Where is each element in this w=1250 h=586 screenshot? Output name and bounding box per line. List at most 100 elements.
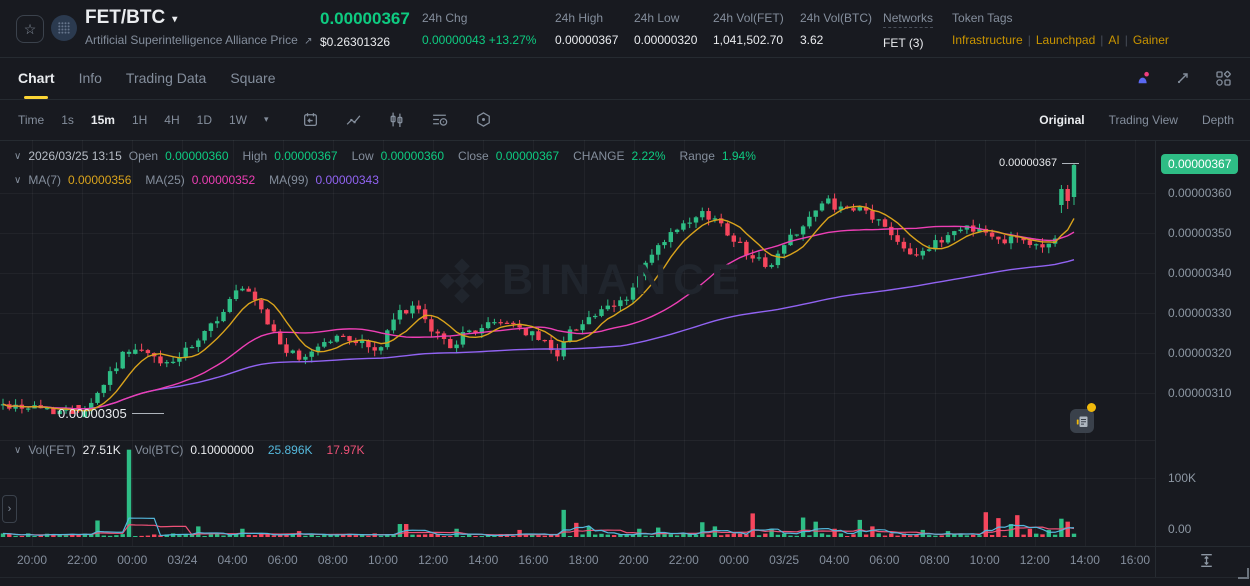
interval-1s[interactable]: 1s <box>61 112 74 127</box>
time-axis-label: 16:00 <box>518 553 549 567</box>
time-axis-label: 08:00 <box>317 553 348 567</box>
tab-square[interactable]: Square <box>230 70 276 86</box>
price-block: 0.00000367 $0.26301326 <box>320 9 410 49</box>
time-axis-label: 18:00 <box>568 553 599 567</box>
favorite-button[interactable]: ☆ <box>16 15 44 43</box>
price-axis-tick: 0.00000330 <box>1168 306 1232 320</box>
event-note-icon[interactable] <box>1070 409 1094 433</box>
vol-btc-value: 0.10000000 <box>190 443 254 457</box>
interval-15m[interactable]: 15m <box>90 112 115 127</box>
chart-style-icon[interactable] <box>345 111 362 128</box>
interval-1w[interactable]: 1W <box>228 112 247 127</box>
collapse-chevron-icon[interactable]: ∨ <box>14 174 22 186</box>
session-high-annotation: 0.00000367 <box>999 157 1080 169</box>
ohlc-range: 1.94% <box>721 149 756 163</box>
tag-launchpad[interactable]: Launchpad <box>1035 33 1096 47</box>
axis-fit-icon[interactable] <box>1197 551 1216 575</box>
time-axis-label: 06:00 <box>267 553 298 567</box>
collapse-chevron-icon[interactable]: ∨ <box>14 150 22 162</box>
current-price-badge: 0.00000367 <box>1161 154 1239 174</box>
time-axis-label: 14:00 <box>1069 553 1100 567</box>
indicator-settings-icon[interactable] <box>431 111 449 128</box>
price-axis-tick: 0.00000350 <box>1168 226 1232 240</box>
pair-subtitle: Artificial Superintelligence Alliance Pr… <box>85 33 298 47</box>
time-axis-label: 03/25 <box>769 553 800 567</box>
ma99-value: 0.00000343 <box>315 173 379 187</box>
tab-trading-data[interactable]: Trading Data <box>125 70 207 86</box>
ohlc-legend: ∨ 2026/03/25 13:15 Open 0.00000360 High 0.… <box>14 149 756 163</box>
corner-resize-icon[interactable] <box>1238 568 1249 579</box>
tag-infrastructure[interactable]: Infrastructure <box>952 33 1023 47</box>
volume-legend: ∨ Vol(FET) 27.51K Vol(BTC) 0.10000000 25.8… <box>14 443 365 457</box>
pair-title-block: FET/BTC ▾ Artificial Superintelligence A… <box>85 7 313 47</box>
jump-to-date-icon[interactable] <box>302 111 319 128</box>
main-tabs: Chart Info Trading Data Square <box>0 57 1250 100</box>
price-axis-tick: 0.00000320 <box>1168 346 1232 360</box>
stat-networks: Networks FET (3) <box>883 11 941 50</box>
interval-time-label[interactable]: Time <box>18 112 45 127</box>
vol-ma-blue-value: 25.896K <box>267 443 313 457</box>
vol-ma-red-value: 17.97K <box>326 443 365 457</box>
time-axis-label: 03/24 <box>167 553 198 567</box>
candlestick-canvas[interactable] <box>0 140 1155 546</box>
pair-selector[interactable]: FET/BTC ▾ <box>85 7 313 29</box>
networks-value: FET (3) <box>883 36 924 50</box>
volume-axis-min: 0.00 <box>1168 522 1192 536</box>
time-axis-label: 04:00 <box>819 553 850 567</box>
view-switch: Original Trading View Depth <box>1039 99 1234 140</box>
token-logo-icon[interactable] <box>51 15 77 41</box>
pair-subtitle-link[interactable]: Artificial Superintelligence Alliance Pr… <box>85 33 313 47</box>
view-depth[interactable]: Depth <box>1201 112 1234 127</box>
price-axis[interactable]: 0.00000367 0.00000360 0.00000350 0.0000034… <box>1155 140 1250 546</box>
price-axis-tick: 0.00000360 <box>1168 186 1232 200</box>
compare-candles-icon[interactable] <box>388 111 405 128</box>
token-grid-icon <box>58 22 70 34</box>
time-axis-label: 12:00 <box>1019 553 1050 567</box>
collapse-chevron-icon[interactable]: ∨ <box>14 444 22 456</box>
ohlc-date: 2026/03/25 13:15 <box>28 149 122 163</box>
session-low-annotation: 0.00000305 <box>58 406 164 421</box>
interval-more-caret-icon[interactable]: ▾ <box>263 114 269 124</box>
view-original[interactable]: Original <box>1039 112 1085 127</box>
ma-legend: ∨ MA(7) 0.00000356 MA(25) 0.00000352 MA(99… <box>14 173 379 187</box>
ohlc-low: 0.00000360 <box>380 149 445 163</box>
tabbar-icons <box>1135 57 1232 99</box>
time-axis-label: 06:00 <box>869 553 900 567</box>
ai-assistant-icon[interactable] <box>1135 70 1151 86</box>
widgets-icon[interactable] <box>1215 70 1232 87</box>
vol-fet-value: 27.51K <box>82 443 121 457</box>
price-axis-tick: 0.00000310 <box>1168 386 1232 400</box>
networks-label[interactable]: Networks <box>883 11 934 28</box>
interval-1h[interactable]: 1H <box>131 112 148 127</box>
pair-title: FET/BTC <box>85 7 166 28</box>
time-axis-label: 22:00 <box>668 553 699 567</box>
volume-expand-icon[interactable]: › <box>2 495 17 523</box>
stat-24h-high: 24h High 0.00000367 <box>555 11 619 47</box>
event-dot[interactable] <box>1087 403 1096 412</box>
view-tradingview[interactable]: Trading View <box>1108 112 1178 127</box>
stat-24h-vol-fet: 24h Vol(FET) 1,041,502.70 <box>713 11 784 47</box>
tab-info[interactable]: Info <box>78 70 102 86</box>
tag-ai[interactable]: AI <box>1108 33 1120 47</box>
interval-4h[interactable]: 4H <box>164 112 180 127</box>
ma25-value: 0.00000352 <box>191 173 256 187</box>
time-axis-label: 14:00 <box>468 553 499 567</box>
ohlc-close: 0.00000367 <box>495 149 560 163</box>
time-axis-label: 00:00 <box>117 553 148 567</box>
time-axis-label: 20:00 <box>618 553 649 567</box>
dropdown-caret-icon: ▾ <box>172 13 178 25</box>
interval-1d[interactable]: 1D <box>196 112 212 127</box>
tab-chart[interactable]: Chart <box>18 57 55 99</box>
toolbar-icons <box>302 111 492 128</box>
stats-row: 24h Chg 0.00000043 +13.27% 24h High 0.00… <box>422 11 1169 50</box>
tag-gainer[interactable]: Gainer <box>1132 33 1169 47</box>
usd-price: $0.26301326 <box>320 35 391 49</box>
volume-axis-max: 100K <box>1168 471 1197 485</box>
time-axis-label: 16:00 <box>1120 553 1151 567</box>
stat-24h-vol-btc: 24h Vol(BTC) 3.62 <box>800 11 873 47</box>
time-axis-label: 10:00 <box>367 553 398 567</box>
time-axis[interactable]: 20:00 22:00 00:00 03/24 04:00 06:00 08:00 10:00… <box>0 546 1250 578</box>
resize-arrow-icon[interactable] <box>1175 70 1191 86</box>
time-axis-label: 08:00 <box>919 553 950 567</box>
settings-gear-icon[interactable] <box>475 111 492 128</box>
